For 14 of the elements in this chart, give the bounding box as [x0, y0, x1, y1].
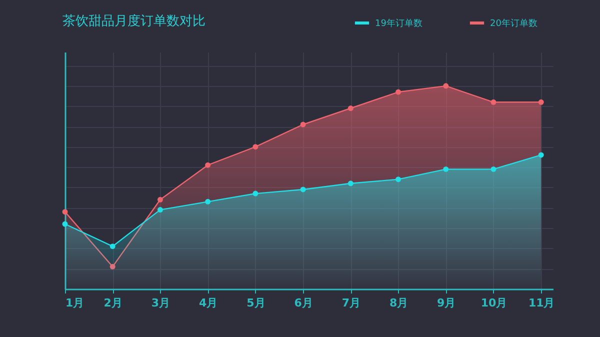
x-tick-label: 7月 [342, 296, 360, 310]
x-tick-label: 6月 [294, 296, 313, 310]
legend-label: 19年订单数 [375, 18, 422, 29]
x-tick-label: 8月 [389, 296, 408, 310]
chart-title: 茶饮甜品月度订单数对比 [62, 13, 206, 29]
x-tick-label: 1月 [66, 296, 84, 310]
x-tick-label: 3月 [151, 296, 170, 310]
x-tick-label: 11月 [528, 296, 555, 310]
x-tick-label: 10月 [480, 296, 508, 310]
x-tick-label: 5月 [246, 296, 266, 310]
x-tick-label: 9月 [437, 296, 456, 310]
legend-label: 20年订单数 [490, 18, 538, 29]
x-tick-label: 2月 [104, 296, 122, 310]
x-tick-label: 4月 [199, 296, 218, 310]
